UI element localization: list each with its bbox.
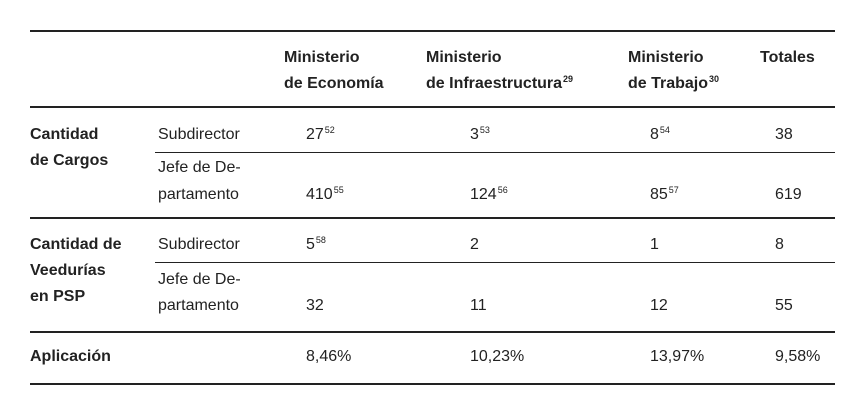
footnote-ref: 56	[497, 185, 508, 195]
cell: 8,46%	[306, 347, 351, 367]
cell: 10,23%	[470, 347, 524, 367]
cell-text: 55	[775, 297, 793, 314]
cell: 13,97%	[650, 347, 704, 367]
cell-text: 8	[650, 126, 659, 143]
cell: 558	[306, 235, 326, 255]
footnote-ref: 53	[479, 125, 490, 135]
group-label: de Cargos	[30, 151, 108, 171]
row-label-text: Subdirector	[158, 126, 240, 143]
group-label-text: Cantidad	[30, 126, 99, 143]
row-label: Jefe de De-	[158, 158, 241, 178]
group-label-text: Cantidad de	[30, 236, 122, 253]
cell-text: 2	[470, 236, 479, 253]
column-header: de Infraestructura29	[426, 74, 573, 94]
column-header: Ministerio	[284, 48, 360, 68]
cell: 619	[775, 185, 802, 205]
group-label-text: de Cargos	[30, 152, 109, 169]
cell: 9,58%	[775, 347, 820, 367]
footnote-ref: 57	[668, 185, 679, 195]
column-header-text: Totales	[760, 49, 815, 66]
footnote-ref: 29	[563, 74, 574, 84]
footer-label-text: Aplicación	[30, 348, 111, 365]
footnote-ref: 30	[709, 74, 720, 84]
group-label: Cantidad de	[30, 235, 122, 255]
cell-text: 619	[775, 186, 802, 203]
group-rule	[30, 331, 835, 333]
cell: 12456	[470, 185, 508, 205]
group-label-text: Veedurías	[30, 262, 106, 279]
cell: 2	[470, 235, 479, 255]
row-label-text: Jefe de De-	[158, 159, 241, 176]
cell-text: 8,46%	[306, 348, 352, 365]
footnote-ref: 58	[315, 235, 326, 245]
cell-text: 27	[306, 126, 324, 143]
group-label-text: en PSP	[30, 288, 86, 305]
cell-text: 124	[470, 186, 497, 203]
cell-text: 8	[775, 236, 784, 253]
cell-text: 10,23%	[470, 348, 525, 365]
footnote-ref: 52	[324, 125, 335, 135]
group-label: Cantidad	[30, 125, 98, 145]
row-rule	[155, 262, 835, 263]
row-label-text: partamento	[158, 186, 239, 203]
cell: 41055	[306, 185, 344, 205]
group-label: en PSP	[30, 287, 85, 307]
row-label-text: Jefe de De-	[158, 271, 241, 288]
column-header-text: Ministerio	[284, 49, 360, 66]
row-label: partamento	[158, 185, 239, 205]
row-rule	[155, 152, 835, 153]
column-header-text: Ministerio	[426, 49, 502, 66]
row-label: partamento	[158, 296, 239, 316]
cell: 353	[470, 125, 490, 145]
cell: 12	[650, 296, 668, 316]
cell-text: 32	[306, 297, 324, 314]
row-label: Jefe de De-	[158, 270, 241, 290]
cell: 8	[775, 235, 784, 255]
footnote-ref: 54	[659, 125, 670, 135]
cell: 2752	[306, 125, 335, 145]
column-header: de Trabajo30	[628, 74, 719, 94]
column-header: Totales	[760, 48, 815, 68]
cell: 11	[470, 296, 487, 316]
row-label-text: partamento	[158, 297, 239, 314]
cell-text: 13,97%	[650, 348, 705, 365]
cell-text: 5	[306, 236, 315, 253]
cell-text: 3	[470, 126, 479, 143]
header-rule	[30, 106, 835, 108]
cell: 38	[775, 125, 793, 145]
top-rule	[30, 30, 835, 32]
row-label: Subdirector	[158, 235, 240, 255]
column-header-text: Ministerio	[628, 49, 704, 66]
group-label: Veedurías	[30, 261, 106, 281]
footer-label: Aplicación	[30, 347, 111, 367]
cell-text: 9,58%	[775, 348, 821, 365]
cell-text: 11	[470, 297, 487, 314]
cell: 8557	[650, 185, 679, 205]
cell: 854	[650, 125, 670, 145]
row-label: Subdirector	[158, 125, 240, 145]
column-header: Ministerio	[628, 48, 704, 68]
cell: 1	[650, 235, 659, 255]
column-header: Ministerio	[426, 48, 502, 68]
cell-text: 1	[650, 236, 659, 253]
cell: 55	[775, 296, 793, 316]
cell-text: 85	[650, 186, 668, 203]
cell-text: 12	[650, 297, 668, 314]
column-header-text: de Economía	[284, 75, 384, 92]
footnote-ref: 55	[333, 185, 344, 195]
column-header-text: de Infraestructura	[426, 75, 563, 92]
bottom-rule	[30, 383, 835, 385]
cell-text: 38	[775, 126, 793, 143]
column-header: de Economía	[284, 74, 384, 94]
cell: 32	[306, 296, 324, 316]
row-label-text: Subdirector	[158, 236, 240, 253]
column-header-text: de Trabajo	[628, 75, 709, 92]
group-rule	[30, 217, 835, 219]
cell-text: 410	[306, 186, 333, 203]
